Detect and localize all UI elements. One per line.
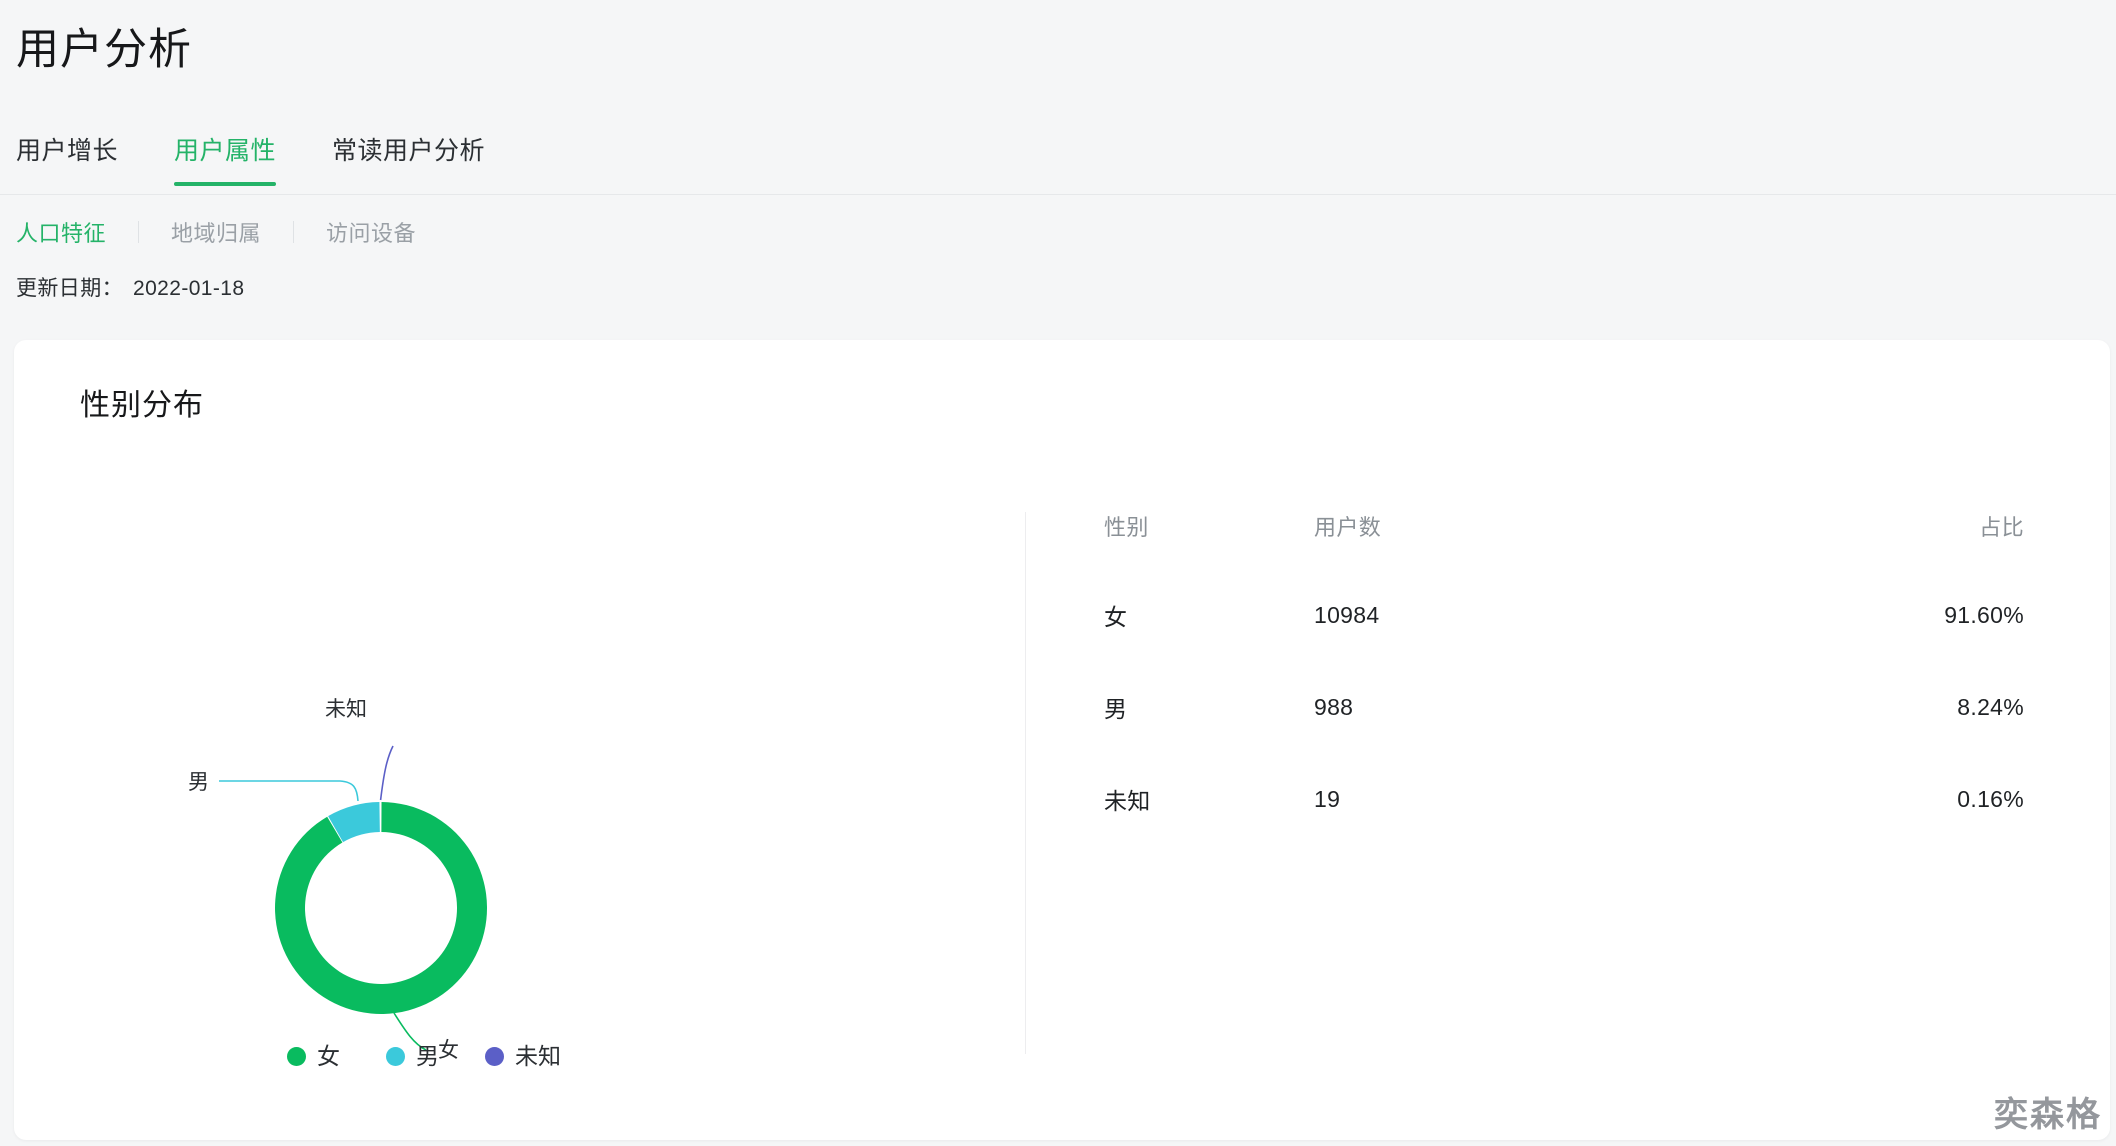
tab-bar-divider [0, 194, 2116, 195]
cell-gender: 男 [1104, 696, 1128, 722]
chart-legend: 女 男 未知 [54, 1045, 794, 1068]
donut-label-unknown-text: 未知 [325, 698, 367, 721]
cell-ratio: 91.60% [1944, 601, 2024, 628]
legend-item-unknown[interactable]: 未知 [485, 1045, 561, 1068]
legend-label-female: 女 [317, 1043, 340, 1069]
table-row: 未知 19 0.16% [1104, 782, 2024, 874]
legend-dot-icon [386, 1047, 405, 1066]
donut-label-female-text: 女 [438, 1039, 459, 1060]
column-header-ratio: 占比 [1979, 515, 2024, 540]
legend-item-male[interactable]: 男 [386, 1045, 439, 1068]
cell-ratio: 0.16% [1957, 785, 2024, 812]
table-body: 女 10984 91.60% 男 988 8.24% 未知 19 0.1 [1104, 598, 2024, 874]
column-header-gender: 性别 [1104, 515, 1149, 540]
cell-user-count: 10984 [1314, 601, 1380, 628]
donut-slice-male[interactable] [328, 802, 380, 843]
donut-slice-female[interactable] [275, 802, 488, 1014]
donut-slices [275, 802, 488, 1014]
sub-tab-device[interactable]: 访问设备 [326, 221, 417, 246]
column-header-user-count: 用户数 [1314, 515, 1382, 540]
table-header: 性别 用户数 占比 [1104, 510, 2024, 598]
table-row: 女 10984 91.60% [1104, 598, 2024, 690]
donut-label-male: 男 [188, 771, 359, 802]
gender-donut-chart: 未知 男 女 [54, 400, 994, 1100]
tab-frequent-reader-analysis[interactable]: 常读用户分析 [332, 137, 486, 165]
table-header-row: 性别 用户数 占比 [1104, 510, 2024, 598]
donut-chart-svg: 未知 男 女 [188, 698, 488, 1060]
donut-label-female: 女 [393, 1012, 459, 1060]
gender-table-wrapper: 性别 用户数 占比 女 10984 91.60% 男 9 [1104, 510, 2024, 874]
sub-tab-region[interactable]: 地域归属 [171, 221, 262, 246]
cell-user-count: 988 [1314, 693, 1354, 720]
gender-distribution-card: 性别分布 未知 [14, 340, 2110, 1140]
donut-label-male-text: 男 [188, 771, 209, 794]
page-title: 用户分析 [16, 26, 192, 74]
gender-table: 性别 用户数 占比 女 10984 91.60% 男 9 [1104, 510, 2024, 874]
update-date-label: 更新日期： [16, 277, 123, 300]
card-body: 未知 男 女 [14, 340, 2110, 1140]
sub-tab-separator [138, 221, 140, 243]
panel-divider [1025, 512, 1026, 1054]
table-row: 男 988 8.24% [1104, 690, 2024, 782]
main-tab-bar: 用户增长 用户属性 常读用户分析 [16, 136, 485, 194]
legend-item-female[interactable]: 女 [287, 1045, 340, 1068]
tab-user-growth[interactable]: 用户增长 [16, 137, 119, 165]
cell-gender: 女 [1104, 604, 1128, 630]
cell-ratio: 8.24% [1957, 693, 2024, 720]
card-title: 性别分布 [80, 389, 204, 422]
watermark: 奕森格 [1994, 1096, 2102, 1134]
legend-label-male: 男 [416, 1043, 439, 1069]
cell-gender: 未知 [1104, 788, 1151, 814]
update-date: 更新日期： 2022-01-18 [16, 272, 244, 302]
update-date-value: 2022-01-18 [133, 277, 245, 300]
donut-label-unknown: 未知 [325, 698, 394, 801]
sub-tab-demographics[interactable]: 人口特征 [16, 221, 107, 246]
legend-dot-icon [287, 1047, 306, 1066]
tab-user-attributes[interactable]: 用户属性 [174, 136, 277, 186]
legend-dot-icon [485, 1047, 504, 1066]
sub-tab-bar: 人口特征 地域归属 访问设备 [16, 212, 416, 252]
legend-label-unknown: 未知 [515, 1043, 561, 1069]
cell-user-count: 19 [1314, 785, 1341, 812]
sub-tab-separator [293, 221, 295, 243]
